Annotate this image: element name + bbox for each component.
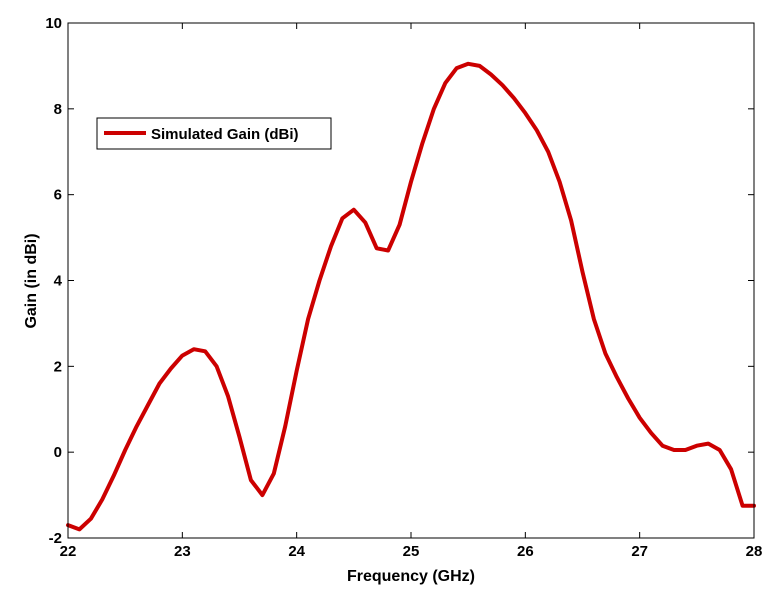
- x-tick-label: 25: [403, 543, 420, 560]
- legend-label: Simulated Gain (dBi): [151, 126, 299, 143]
- x-axis-label: Frequency (GHz): [347, 568, 475, 585]
- y-tick-label: 8: [54, 101, 62, 118]
- x-tick-label: 23: [174, 543, 191, 560]
- x-tick-label: 24: [288, 543, 305, 560]
- series-layer: [66, 61, 756, 532]
- y-tick-label: 0: [54, 444, 62, 461]
- y-tick-label: -2: [49, 530, 62, 547]
- series-line-0: [66, 61, 756, 532]
- legend: Simulated Gain (dBi): [96, 117, 332, 150]
- y-tick-label: 10: [45, 15, 62, 32]
- x-tick-label: 28: [746, 543, 763, 560]
- y-tick-label: 2: [54, 358, 62, 375]
- x-tick-label: 26: [517, 543, 534, 560]
- y-tick-label: 4: [54, 273, 63, 290]
- plot-background: [68, 23, 754, 538]
- y-axis-label: Gain (in dBi): [23, 233, 40, 328]
- plot-frame: [67, 22, 755, 539]
- y-tick-label: 6: [54, 187, 62, 204]
- x-tick-label: 27: [631, 543, 648, 560]
- x-tick-label: 22: [60, 543, 77, 560]
